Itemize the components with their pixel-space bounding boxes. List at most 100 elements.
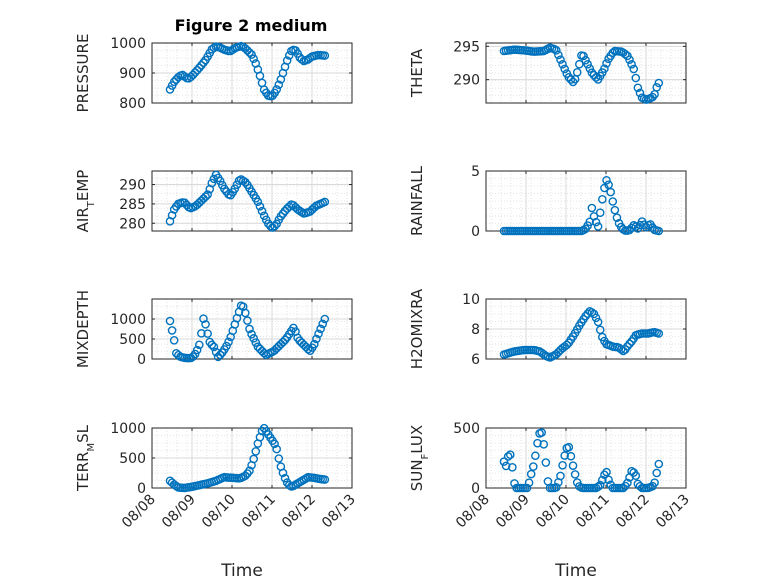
y-tick-label: 800	[119, 96, 146, 112]
data-point	[654, 459, 664, 469]
data-point	[503, 452, 513, 461]
subplot-2: 290 295 THETA	[408, 39, 687, 104]
data-point	[568, 461, 578, 470]
data-point	[255, 202, 265, 211]
y-axis-label: SUNFLUX	[408, 425, 431, 491]
data-point	[278, 337, 288, 347]
data-point	[524, 478, 534, 488]
data-point	[575, 59, 584, 69]
data-point	[522, 483, 532, 493]
y-axis-label: TERRMSL	[74, 424, 97, 492]
y-tick-label: 900	[119, 66, 146, 82]
data-point	[167, 326, 177, 335]
data-point	[537, 428, 546, 437]
data-point	[194, 63, 204, 73]
data-point	[558, 59, 567, 69]
data-point	[654, 78, 664, 88]
data-point	[598, 475, 607, 485]
subplot-6: 6 8 10 H2OMIXRA	[408, 288, 687, 369]
data-point	[558, 460, 567, 470]
data-point	[610, 205, 620, 215]
data-point	[174, 72, 183, 82]
data-point	[600, 64, 609, 73]
data-point	[197, 329, 206, 338]
data-point	[270, 439, 279, 449]
data-point	[627, 60, 636, 69]
data-point	[274, 80, 284, 90]
data-point	[533, 438, 542, 448]
data-point	[591, 313, 601, 323]
data-point	[650, 478, 659, 487]
data-point	[249, 334, 258, 343]
data-point	[654, 329, 664, 338]
data-point	[207, 178, 217, 188]
axes-frame	[151, 170, 353, 232]
data-point	[625, 339, 634, 349]
data-point	[230, 184, 240, 194]
data-point	[562, 340, 572, 350]
axes-frame	[485, 42, 687, 104]
data-point	[589, 212, 599, 221]
data-point	[639, 220, 649, 229]
data-point	[618, 483, 628, 493]
y-tick-label: 0	[471, 481, 480, 497]
data-point	[598, 194, 607, 204]
y-tick-label: 290	[453, 73, 480, 89]
data-point	[194, 340, 204, 350]
y-tick-label: 0	[137, 481, 146, 497]
data-point	[552, 46, 561, 55]
subplot-4: 0 5 RAINFALL	[408, 164, 687, 240]
x-tick-label: 08/08	[453, 492, 493, 532]
data-point	[629, 64, 639, 74]
data-point	[564, 442, 574, 452]
data-point	[623, 478, 632, 488]
axes-frame	[485, 170, 687, 232]
y-tick-label: 0	[137, 352, 146, 368]
data-point	[526, 469, 536, 479]
y-tick-label: 1000	[110, 312, 146, 328]
data-point	[282, 56, 292, 65]
x-tick-label: 08/12	[613, 492, 653, 532]
y-tick-label: 500	[119, 451, 146, 467]
data-point	[652, 468, 662, 478]
x-axis-label: Time	[220, 561, 263, 581]
data-point	[241, 471, 250, 481]
data-point	[625, 55, 634, 65]
data-point	[591, 217, 601, 227]
y-tick-label: 290	[119, 178, 146, 194]
x-tick-label: 08/12	[279, 492, 319, 532]
data-point	[320, 197, 330, 207]
data-point	[188, 70, 198, 80]
data-point	[501, 461, 511, 471]
data-point	[560, 64, 569, 74]
data-point	[188, 352, 198, 361]
data-point	[604, 475, 613, 485]
y-axis-label: AIRTEMP	[74, 170, 97, 233]
data-point	[241, 308, 250, 318]
data-point	[259, 348, 269, 358]
data-point	[249, 454, 258, 464]
data-point	[587, 308, 597, 317]
data-point	[556, 471, 565, 481]
data-point	[167, 210, 177, 220]
data-point	[199, 314, 208, 324]
data-point	[247, 50, 256, 59]
data-point	[280, 473, 290, 483]
data-point	[531, 451, 540, 461]
data-point	[510, 479, 519, 488]
data-point	[581, 311, 590, 321]
y-axis-label: H2OMIXRA	[408, 288, 426, 369]
y-tick-label: 0	[471, 224, 480, 240]
data-point	[560, 451, 569, 460]
data-point	[499, 457, 509, 466]
data-point	[508, 463, 517, 472]
data-point	[215, 176, 225, 186]
data-point	[245, 466, 254, 475]
data-point	[602, 59, 611, 68]
data-point	[566, 75, 576, 84]
data-point	[209, 342, 219, 352]
data-point	[583, 60, 592, 69]
data-point	[272, 85, 281, 94]
data-point	[612, 213, 622, 222]
